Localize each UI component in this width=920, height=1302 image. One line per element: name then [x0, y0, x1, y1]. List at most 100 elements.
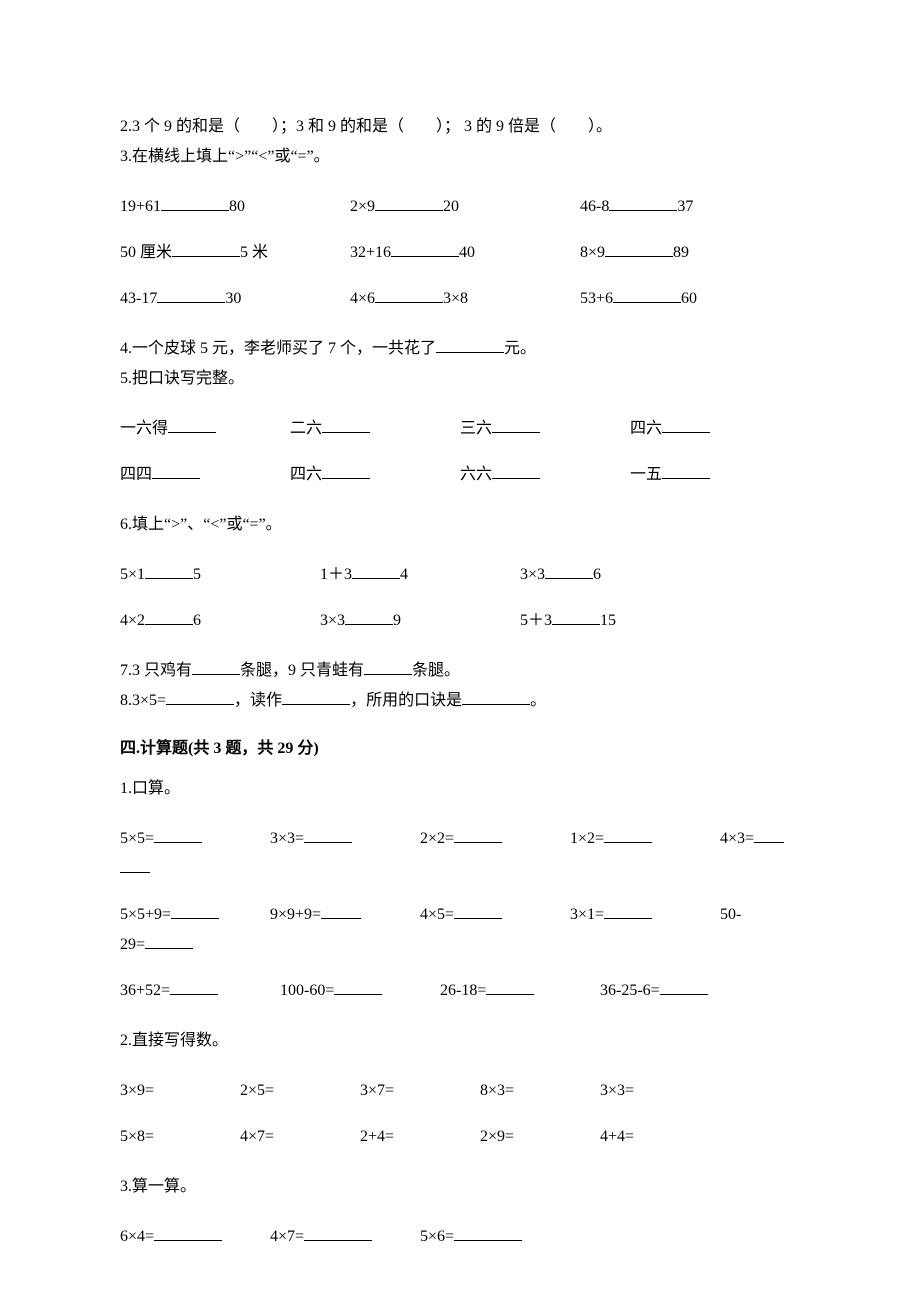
p1r3b: 100-60= — [280, 982, 334, 999]
q6r2b: 3×3 — [320, 612, 345, 629]
p1-title: 1.口算。 — [120, 777, 800, 801]
blank[interactable] — [660, 979, 708, 995]
p1r1c: 2×2= — [420, 830, 454, 847]
blank[interactable] — [492, 463, 540, 479]
q6r1b: 1＋3 — [320, 566, 352, 583]
blank[interactable] — [613, 287, 681, 303]
blank[interactable] — [604, 827, 652, 843]
blank[interactable] — [375, 195, 443, 211]
q5-row-1: 一六得 二六 三六 四六 — [120, 417, 800, 441]
q5r2c: 六六 — [460, 466, 492, 483]
q3r2cv: 89 — [673, 244, 689, 261]
p1r2b: 9×9+9= — [270, 906, 321, 923]
q6r1bv: 4 — [400, 566, 408, 583]
blank[interactable] — [161, 195, 229, 211]
question-3-title: 3.在横线上填上“>”“<”或“=”。 — [120, 145, 800, 169]
p2r1c: 3×7= — [360, 1082, 394, 1099]
p1-row-1-wrap — [120, 857, 800, 881]
blank[interactable] — [375, 287, 443, 303]
blank[interactable] — [154, 827, 202, 843]
blank[interactable] — [609, 195, 677, 211]
blank[interactable] — [166, 689, 234, 705]
blank[interactable] — [492, 417, 540, 433]
blank[interactable] — [552, 609, 600, 625]
q3r1cv: 37 — [677, 198, 693, 215]
q3r3av: 30 — [225, 290, 241, 307]
blank[interactable] — [304, 1225, 372, 1241]
blank[interactable] — [604, 903, 652, 919]
p2r1e: 3×3= — [600, 1082, 634, 1099]
blank[interactable] — [454, 903, 502, 919]
question-4: 4.一个皮球 5 元，李老师买了 7 个，一共花了 元。 — [120, 337, 800, 361]
p2r2b: 4×7= — [240, 1128, 274, 1145]
p2r2a: 5×8= — [120, 1128, 154, 1145]
q6r2av: 6 — [193, 612, 201, 629]
q3-row-3: 43-1730 4×63×8 53+660 — [120, 287, 800, 311]
blank[interactable] — [545, 563, 593, 579]
blank[interactable] — [168, 417, 216, 433]
question-7: 7.3 只鸡有条腿，9 只青蛙有条腿。 — [120, 659, 800, 683]
section-4-title: 四.计算题(共 3 题，共 29 分) — [120, 737, 800, 761]
blank[interactable] — [192, 659, 240, 675]
blank[interactable] — [152, 463, 200, 479]
blank[interactable] — [334, 979, 382, 995]
p1r2c: 4×5= — [420, 906, 454, 923]
blank[interactable] — [157, 287, 225, 303]
blank[interactable] — [345, 609, 393, 625]
p3c: 5×6= — [420, 1228, 454, 1245]
blank[interactable] — [321, 903, 361, 919]
q6r1c: 3×3 — [520, 566, 545, 583]
blank[interactable] — [486, 979, 534, 995]
q5r2a: 四四 — [120, 466, 152, 483]
blank[interactable] — [171, 903, 219, 919]
p1r2a: 5×5+9= — [120, 906, 171, 923]
q8-m1: ，读作 — [234, 692, 282, 709]
p1r1d: 1×2= — [570, 830, 604, 847]
blank[interactable] — [436, 337, 504, 353]
q6r1av: 5 — [193, 566, 201, 583]
blank[interactable] — [364, 659, 412, 675]
p3-row: 6×4= 4×7= 5×6= — [120, 1225, 800, 1249]
q3-row-1: 19+6180 2×920 46-837 — [120, 195, 800, 219]
q7-post: 条腿。 — [412, 662, 460, 679]
q8-m2: ，所用的口诀是 — [350, 692, 462, 709]
p1r3c: 26-18= — [440, 982, 486, 999]
q4-post: 元。 — [504, 340, 536, 357]
blank[interactable] — [754, 827, 784, 843]
blank[interactable] — [154, 1225, 222, 1241]
blank[interactable] — [605, 241, 673, 257]
blank[interactable] — [352, 563, 400, 579]
blank[interactable] — [662, 417, 710, 433]
blank[interactable] — [172, 241, 240, 257]
blank[interactable] — [170, 979, 218, 995]
blank[interactable] — [322, 417, 370, 433]
blank[interactable] — [454, 1225, 522, 1241]
q3r3b: 4×6 — [350, 290, 375, 307]
blank[interactable] — [462, 689, 530, 705]
blank[interactable] — [454, 827, 502, 843]
p1r3a: 36+52= — [120, 982, 170, 999]
q4-pre: 4.一个皮球 5 元，李老师买了 7 个，一共花了 — [120, 340, 436, 357]
q3r2b: 32+16 — [350, 244, 391, 261]
p2r2e: 4+4= — [600, 1128, 634, 1145]
q3r2a: 50 厘米 — [120, 244, 172, 261]
p2-title: 2.直接写得数。 — [120, 1029, 800, 1053]
blank[interactable] — [304, 827, 352, 843]
blank[interactable] — [391, 241, 459, 257]
q6r2bv: 9 — [393, 612, 401, 629]
q3r1bv: 20 — [443, 198, 459, 215]
blank[interactable] — [662, 463, 710, 479]
q6r2a: 4×2 — [120, 612, 145, 629]
blank[interactable] — [145, 933, 193, 949]
p3-title: 3.算一算。 — [120, 1175, 800, 1199]
p1r1b: 3×3= — [270, 830, 304, 847]
blank[interactable] — [282, 689, 350, 705]
blank[interactable] — [120, 857, 150, 873]
blank[interactable] — [322, 463, 370, 479]
blank[interactable] — [145, 609, 193, 625]
q3r2c: 8×9 — [580, 244, 605, 261]
q5-row-2: 四四 四六 六六 一五 — [120, 463, 800, 487]
blank[interactable] — [145, 563, 193, 579]
q3r2av: 5 米 — [240, 244, 268, 261]
q6r2cv: 15 — [600, 612, 616, 629]
